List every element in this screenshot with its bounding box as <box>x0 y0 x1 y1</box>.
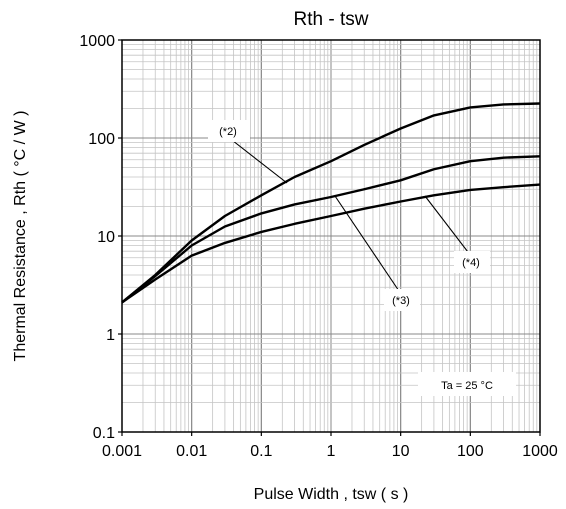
x-tick-label: 100 <box>457 443 484 460</box>
x-axis-ticks: 0.001 0.01 0.1 1 10 100 1000 <box>102 432 558 460</box>
annotations: (*2) (*3) (*4) <box>208 120 490 311</box>
annotation-label: (*2) <box>219 126 237 138</box>
y-tick-label: 1 <box>106 327 115 344</box>
condition-box-bg <box>418 372 516 396</box>
annotation-label: (*3) <box>392 295 410 307</box>
annotation-label: (*4) <box>462 257 480 269</box>
annotation-bg <box>384 289 420 311</box>
x-tick-label: 0.01 <box>176 443 207 460</box>
annotation-leader <box>424 195 472 257</box>
y-axis-ticks: 0.1 1 10 100 1000 <box>79 33 122 442</box>
y-tick-label: 100 <box>88 131 115 148</box>
x-tick-label: 1 <box>327 443 336 460</box>
x-tick-label: 1000 <box>522 443 558 460</box>
x-tick-label: 0.001 <box>102 443 142 460</box>
y-tick-label: 0.1 <box>93 425 115 442</box>
annotation-leader <box>227 136 288 184</box>
condition-label: Ta = 25 °C <box>441 380 493 392</box>
annotation-bg <box>454 251 490 273</box>
x-tick-label: 10 <box>392 443 410 460</box>
x-axis-label: Pulse Width , tsw ( s ) <box>254 486 409 503</box>
series-lines <box>121 102 541 304</box>
chart-title: Rth - tsw <box>294 9 369 30</box>
annotation-bg <box>208 120 250 142</box>
y-tick-label: 10 <box>97 229 115 246</box>
y-tick-label: 1000 <box>79 33 115 50</box>
series-line-2 <box>121 155 541 304</box>
y-axis-label: Thermal Resistance , Rth ( °C / W ) <box>12 111 29 362</box>
x-tick-label: 0.1 <box>250 443 272 460</box>
annotation-leader <box>334 195 402 295</box>
condition-box: Ta = 25 °C <box>418 372 516 396</box>
series-line-1 <box>121 102 541 304</box>
series-line-3 <box>121 183 541 304</box>
